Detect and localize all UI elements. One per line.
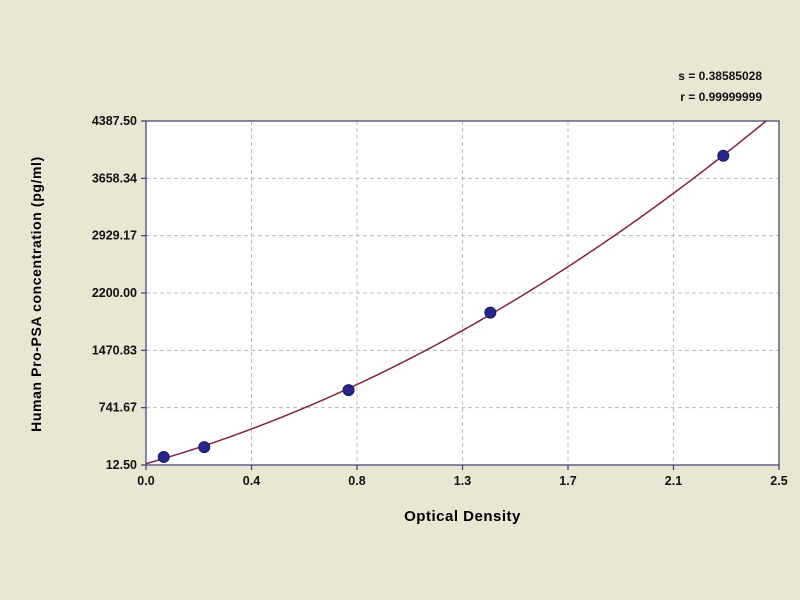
x-tick-label: 2.5 — [770, 474, 787, 488]
y-tick-label: 1470.83 — [92, 343, 137, 357]
y-tick-label: 4387.50 — [92, 114, 137, 128]
data-point — [198, 441, 211, 454]
y-tick-label: 741.67 — [99, 401, 137, 415]
data-point — [484, 306, 497, 319]
y-tick-label: 3658.34 — [92, 171, 137, 185]
x-tick-label: 0.4 — [243, 474, 260, 488]
x-tick-label: 0.8 — [348, 474, 365, 488]
x-tick-label: 2.1 — [665, 474, 682, 488]
x-tick-label: 1.3 — [454, 474, 471, 488]
y-tick-label: 2929.17 — [92, 229, 137, 243]
stat-s-value: s = 0.38585028 — [678, 69, 762, 83]
data-point — [717, 149, 730, 162]
x-tick-label: 1.7 — [559, 474, 576, 488]
x-tick-label: 0.0 — [137, 474, 154, 488]
data-point — [342, 384, 355, 397]
y-tick-label: 12.50 — [106, 458, 137, 472]
x-axis-title: Optical Density — [404, 508, 521, 525]
fit-statistics: s = 0.38585028 r = 0.99999999 — [678, 66, 762, 108]
data-point — [157, 450, 170, 463]
fit-curve — [145, 120, 767, 465]
stat-r-value: r = 0.99999999 — [680, 90, 762, 104]
y-tick-label: 2200.00 — [92, 286, 137, 300]
